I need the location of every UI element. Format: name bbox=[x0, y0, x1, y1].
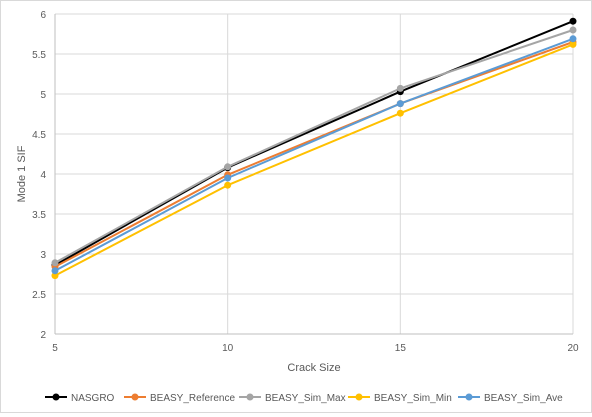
y-tick-label: 3.5 bbox=[32, 210, 46, 221]
x-tick-label: 5 bbox=[52, 343, 58, 354]
legend-label-nasgro: NASGRO bbox=[71, 393, 115, 404]
gridlines bbox=[55, 13, 574, 334]
legend-marker-beasy-reference bbox=[131, 393, 139, 401]
series-line-beasy-sim-ave bbox=[54, 37, 574, 272]
data-point-beasy-sim-ave bbox=[569, 35, 577, 43]
tick-labels: 2 2.5 3 3.5 4 4.5 5 5.5 6 5 10 15 20 bbox=[32, 10, 579, 354]
y-tick-label: 5 bbox=[40, 90, 46, 101]
y-tick-label: 2.5 bbox=[32, 290, 46, 301]
data-point-beasy-sim-min bbox=[51, 272, 59, 280]
x-tick-label: 20 bbox=[567, 343, 579, 354]
legend-marker-nasgro bbox=[52, 393, 60, 401]
legend-label-beasy-sim-min: BEASY_Sim_Min bbox=[374, 393, 452, 404]
data-point-beasy-sim-max bbox=[224, 163, 232, 171]
data-point-beasy-sim-max bbox=[569, 26, 577, 34]
data-point-beasy-sim-ave bbox=[51, 267, 59, 275]
y-axis-title: Mode 1 SIF bbox=[16, 145, 28, 202]
data-point-beasy-sim-min bbox=[396, 109, 404, 117]
data-point-beasy-sim-max bbox=[396, 84, 404, 92]
y-tick-label: 4 bbox=[40, 170, 46, 181]
data-point-beasy-sim-min bbox=[569, 40, 577, 48]
data-point-nasgro bbox=[569, 17, 577, 25]
series-line-beasy-sim-min bbox=[54, 43, 574, 277]
y-tick-label: 2 bbox=[40, 330, 46, 341]
legend-marker-beasy-sim-max bbox=[246, 393, 254, 401]
series-line-beasy-sim-max bbox=[54, 29, 574, 264]
legend-label-beasy-sim-ave: BEASY_Sim_Ave bbox=[484, 393, 563, 404]
data-point-beasy-sim-max bbox=[51, 259, 59, 267]
y-tick-label: 6 bbox=[40, 10, 46, 21]
axes bbox=[54, 14, 573, 335]
series bbox=[51, 17, 577, 280]
legend-label-beasy-sim-max: BEASY_Sim_Max bbox=[265, 393, 346, 404]
y-tick-label: 3 bbox=[40, 250, 46, 261]
legend: NASGRO BEASY_Reference BEASY_Sim_Max BEASY_… bbox=[45, 393, 563, 404]
legend-label-beasy-reference: BEASY_Reference bbox=[150, 393, 235, 404]
x-tick-label: 10 bbox=[222, 343, 234, 354]
legend-marker-beasy-sim-min bbox=[355, 393, 363, 401]
data-point-beasy-sim-ave bbox=[396, 100, 404, 108]
series-line-beasy-reference bbox=[54, 41, 574, 268]
legend-marker-beasy-sim-ave bbox=[465, 393, 473, 401]
data-point-beasy-sim-ave bbox=[224, 174, 232, 182]
data-point-beasy-sim-min bbox=[224, 181, 232, 189]
y-tick-label: 4.5 bbox=[32, 130, 46, 141]
y-tick-label: 5.5 bbox=[32, 50, 46, 61]
x-tick-label: 15 bbox=[395, 343, 407, 354]
x-axis-title: Crack Size bbox=[287, 362, 340, 374]
series-line-nasgro bbox=[54, 20, 574, 267]
